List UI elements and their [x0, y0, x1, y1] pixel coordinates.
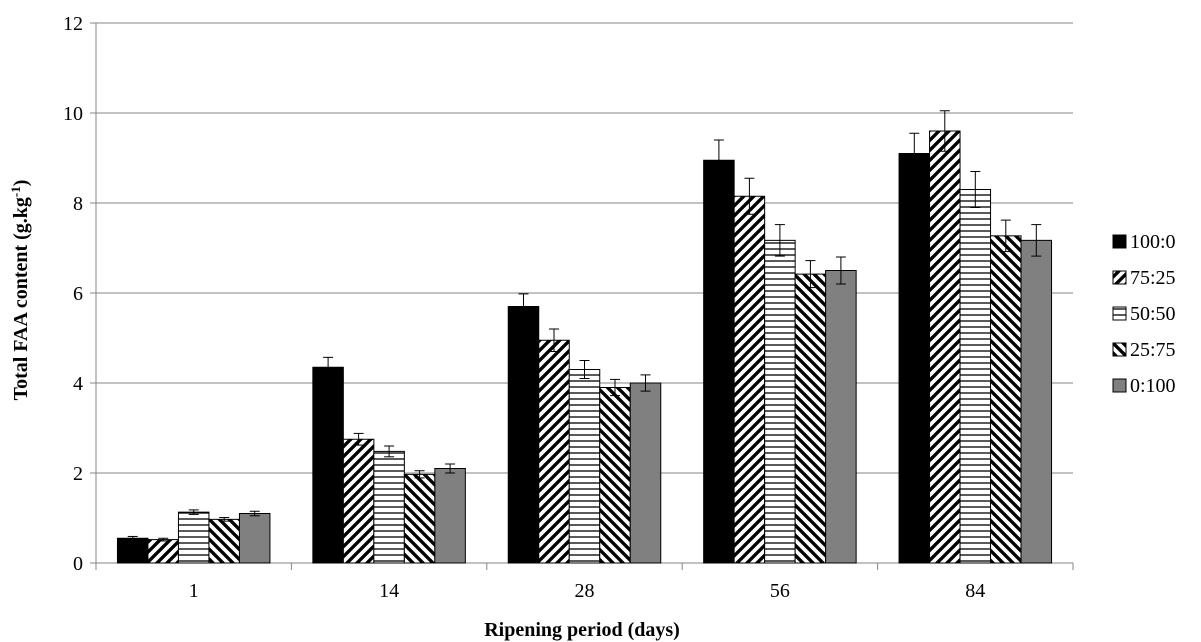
bar	[599, 387, 631, 564]
bar	[208, 518, 240, 564]
bar	[147, 539, 179, 564]
bar	[507, 306, 540, 564]
legend-label: 100:0	[1130, 231, 1176, 253]
legend-label: 25:75	[1130, 339, 1176, 361]
x-tick-label: 14	[379, 580, 399, 602]
x-axis: 1 14 28 56 84	[95, 562, 1074, 602]
y-tick-label: 8	[73, 193, 83, 215]
bar	[538, 339, 570, 564]
x-tick-label: 28	[575, 580, 595, 602]
y-tick-label: 4	[73, 373, 83, 395]
bar	[312, 366, 344, 564]
legend-swatch	[1112, 342, 1127, 357]
legend-swatch	[1112, 270, 1127, 285]
bar	[898, 153, 931, 564]
x-axis-title: Ripening period (days)	[484, 619, 680, 641]
legend-swatch	[1112, 378, 1127, 393]
bar	[342, 438, 375, 564]
bar	[629, 382, 662, 564]
legend-label: 0:100	[1130, 375, 1176, 397]
bar	[568, 369, 601, 564]
bar	[990, 235, 1022, 564]
x-tick-label: 56	[770, 580, 790, 602]
legend-swatch	[1112, 234, 1127, 249]
bar	[238, 513, 271, 564]
bar	[794, 273, 827, 564]
y-tick-label: 6	[73, 283, 83, 305]
y-tick-label: 2	[73, 463, 83, 485]
legend-label: 75:25	[1130, 267, 1176, 289]
error-bars-group	[127, 110, 1042, 542]
bar	[403, 473, 436, 564]
bar	[929, 130, 961, 564]
bar	[959, 189, 992, 564]
y-tick-label: 0	[73, 553, 83, 575]
bar-series-group	[116, 130, 1053, 564]
legend-label: 50:50	[1130, 303, 1176, 325]
bar	[373, 450, 405, 564]
legend-swatch	[1112, 306, 1127, 321]
bar	[764, 239, 796, 564]
x-tick-label: 84	[965, 580, 985, 602]
x-tick-label: 1	[189, 580, 199, 602]
bar	[703, 159, 735, 564]
y-tick-label: 12	[63, 13, 83, 35]
bar	[733, 195, 766, 564]
bar	[825, 270, 857, 564]
y-axis: 0 2 4 6 8 10 12	[63, 13, 97, 575]
bar	[177, 511, 210, 564]
y-axis-title: Total FAA content (g.kg-1)	[8, 180, 32, 401]
bar	[434, 468, 466, 564]
y-tick-label: 10	[63, 103, 83, 125]
legend: 100:0 75:25 50:50 25:75 0:100	[1112, 231, 1176, 397]
bar	[116, 537, 149, 564]
bar	[1020, 239, 1053, 564]
